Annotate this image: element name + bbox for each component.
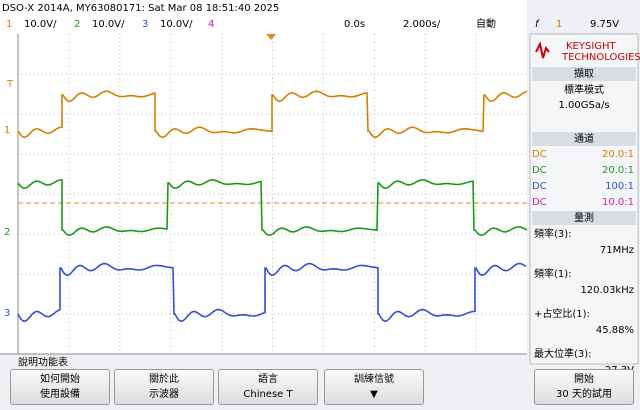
panel-header bbox=[532, 67, 636, 81]
softkey[interactable]: 訓練信號 ▼ bbox=[324, 369, 424, 405]
trigger-point bbox=[266, 34, 276, 40]
panel-header bbox=[532, 132, 636, 146]
softkey-label: 示波器 bbox=[149, 389, 179, 400]
ch-scale: 10.0V/ bbox=[160, 19, 193, 30]
softkey-label: 關於此 bbox=[149, 374, 179, 385]
meas-label: 頻率(1): bbox=[534, 267, 572, 280]
ch-num: 2 bbox=[74, 19, 80, 30]
grid bbox=[18, 34, 527, 354]
delay: 0.0s bbox=[344, 19, 365, 30]
coupling: DC bbox=[532, 197, 547, 208]
acq-rate: 1.00GSa/s bbox=[558, 100, 609, 111]
ch1-marker: 1 bbox=[4, 125, 10, 136]
softkey-label: 開始 bbox=[574, 374, 594, 385]
meas-value: 120.03kHz bbox=[580, 285, 634, 296]
softkey[interactable]: 關於此 示波器 bbox=[114, 369, 214, 405]
ch-num: 3 bbox=[142, 19, 148, 30]
probe: 100:1 bbox=[605, 181, 634, 192]
meas-value: 71MHz bbox=[600, 245, 634, 256]
panel-title: 擷取 bbox=[574, 67, 594, 80]
panel-title: 量測 bbox=[574, 211, 594, 224]
ch-scale: 10.0V/ bbox=[24, 19, 57, 30]
logo-brand: KEYSIGHT bbox=[566, 41, 617, 52]
softkey-label: Chinese T bbox=[243, 389, 293, 400]
softkey-label: 訓練信號 bbox=[354, 374, 394, 385]
coupling: DC bbox=[532, 181, 547, 192]
ch-num: 1 bbox=[6, 19, 12, 30]
probe: 10.0:1 bbox=[602, 197, 634, 208]
meas-label: +占空比(1): bbox=[534, 307, 590, 320]
probe: 20.0:1 bbox=[602, 165, 634, 176]
meas-label: 最大位準(3): bbox=[534, 347, 592, 360]
meas-label: 頻率(3): bbox=[534, 227, 572, 240]
panel-title: 通道 bbox=[574, 132, 594, 145]
coupling: DC bbox=[532, 165, 547, 176]
coupling: DC bbox=[532, 149, 547, 160]
trigger-source: 1 bbox=[556, 19, 562, 30]
softkey-label: 30 天的試用 bbox=[556, 389, 612, 400]
timebase: 2.000s/ bbox=[403, 19, 441, 30]
softkey[interactable]: 如何開始 使用設備 bbox=[10, 369, 110, 405]
trigger-marker: T bbox=[6, 79, 14, 90]
header-title: DSO-X 2014A, MY63080171: Sat Mar 08 18:5… bbox=[2, 3, 279, 14]
waveform bbox=[17, 90, 528, 139]
logo-sub: TECHNOLOGIES bbox=[561, 52, 640, 63]
ch3-marker: 3 bbox=[4, 308, 10, 319]
menu-title: 說明功能表 bbox=[18, 355, 68, 368]
meas-value: 45.88% bbox=[596, 325, 634, 336]
arrow: ▼ bbox=[370, 389, 378, 400]
trigger-level: 9.75V bbox=[590, 19, 619, 30]
ch-scale: 10.0V/ bbox=[92, 19, 125, 30]
panel-header bbox=[532, 211, 636, 225]
softkey-label: 如何開始 bbox=[40, 374, 80, 385]
waveform bbox=[17, 262, 527, 323]
acq-mode: 標準模式 bbox=[564, 83, 604, 96]
waveform bbox=[17, 179, 528, 237]
softkey[interactable]: 開始 30 天的試用 bbox=[534, 369, 634, 405]
mode: 自動 bbox=[476, 17, 496, 30]
softkey[interactable]: 語言 Chinese T bbox=[218, 369, 318, 405]
trigger-symbol: f bbox=[535, 19, 540, 30]
softkey-label: 使用設備 bbox=[40, 389, 80, 400]
ch2-marker: 2 bbox=[4, 227, 10, 238]
ch-num: 4 bbox=[208, 19, 214, 30]
softkey-label: 語言 bbox=[258, 374, 278, 385]
probe: 20.0:1 bbox=[602, 149, 634, 160]
